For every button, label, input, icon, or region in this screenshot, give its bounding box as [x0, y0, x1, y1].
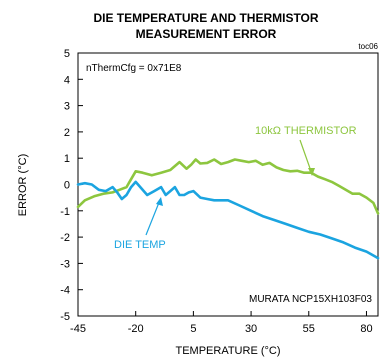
x-tick-label: 5	[190, 323, 196, 335]
y-tick-label: -3	[60, 258, 70, 270]
x-axis-label: TEMPERATURE (°C)	[175, 345, 280, 357]
y-tick-label: -4	[60, 285, 70, 297]
die-label-box	[112, 235, 172, 251]
series-line-thermistor	[76, 158, 380, 215]
y-tick-label: 5	[64, 48, 70, 60]
y-tick-label: 1	[64, 153, 70, 165]
figure-code: toc06	[358, 42, 378, 51]
thermistor-arrow-head	[308, 168, 315, 176]
y-tick-label: -2	[60, 232, 70, 244]
plot-frame	[77, 52, 379, 317]
y-ticks: 5 4 3 2 1 0 -1 -2 -3 -4 -5	[60, 48, 83, 323]
y-tick-label: 4	[64, 74, 70, 86]
x-tick-label: 80	[360, 323, 372, 335]
die-temp-arrow	[145, 199, 161, 236]
y-tick-label: 0	[64, 180, 70, 192]
thermistor-label: 10kΩ THERMISTOR	[255, 125, 357, 137]
y-tick-label: -5	[60, 311, 70, 323]
chart-title-line2: MEASUREMENT ERROR	[136, 27, 277, 41]
die-temp-label: DIE TEMP	[114, 239, 166, 251]
y-tick-label: 2	[64, 127, 70, 139]
chart-title-line1: DIE TEMPERATURE AND THERMISTOR	[93, 11, 318, 25]
part-label-box	[262, 290, 376, 304]
part-label: MURATA NCP15XH103F03	[249, 294, 372, 305]
x-tick-label: 30	[245, 323, 257, 335]
die-temp-arrow-head	[156, 197, 163, 206]
x-tick-label: 55	[303, 323, 315, 335]
config-label-box	[82, 57, 196, 75]
y-tick-label: 3	[64, 101, 70, 113]
y-tick-label: -1	[60, 206, 70, 218]
series-line-die-temp	[76, 180, 380, 260]
x-ticks: -45 -20 5 30 55 80	[70, 311, 373, 335]
x-tick-label: -20	[128, 323, 144, 335]
x-tick-label: -45	[70, 323, 86, 335]
y-axis-label: ERROR (°C)	[17, 154, 29, 216]
config-label: nThermCfg = 0x71E8	[86, 63, 182, 74]
